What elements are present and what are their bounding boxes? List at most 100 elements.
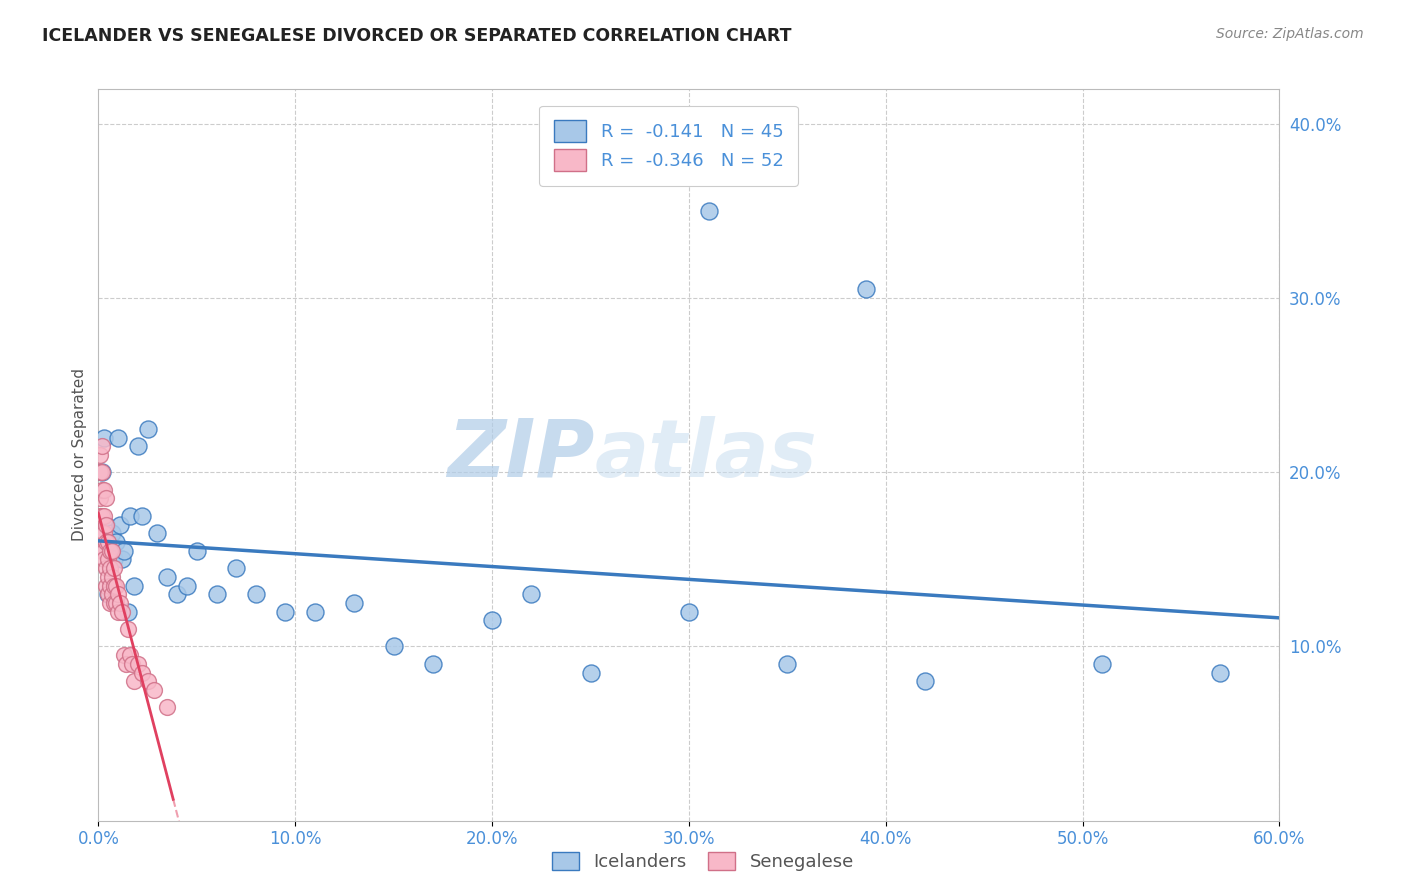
Point xyxy=(115,657,138,671)
Point xyxy=(131,508,153,523)
Point xyxy=(131,665,153,680)
Point xyxy=(186,543,208,558)
Point xyxy=(122,578,145,592)
Point xyxy=(136,674,159,689)
Point xyxy=(108,517,131,532)
Point xyxy=(107,587,129,601)
Point xyxy=(343,596,366,610)
Point xyxy=(142,683,165,698)
Point xyxy=(96,517,118,532)
Point xyxy=(97,587,120,601)
Point xyxy=(101,587,124,601)
Text: atlas: atlas xyxy=(595,416,817,494)
Point xyxy=(127,439,149,453)
Point xyxy=(89,491,111,506)
Point xyxy=(98,578,121,592)
Point xyxy=(96,578,118,592)
Point xyxy=(103,596,125,610)
Point xyxy=(108,596,131,610)
Point xyxy=(121,657,143,671)
Point xyxy=(156,570,179,584)
Point xyxy=(697,204,720,219)
Point xyxy=(91,508,114,523)
Point xyxy=(422,657,444,671)
Point xyxy=(96,561,118,575)
Text: Source: ZipAtlas.com: Source: ZipAtlas.com xyxy=(1216,27,1364,41)
Point xyxy=(93,526,115,541)
Point xyxy=(274,605,297,619)
Point xyxy=(136,422,159,436)
Point xyxy=(96,543,118,558)
Point xyxy=(122,674,145,689)
Point xyxy=(111,552,134,566)
Point xyxy=(89,448,111,462)
Point xyxy=(96,535,118,549)
Point xyxy=(776,657,799,671)
Point xyxy=(96,517,118,532)
Point xyxy=(89,466,111,480)
Y-axis label: Divorced or Separated: Divorced or Separated xyxy=(72,368,87,541)
Point xyxy=(103,552,125,566)
Point xyxy=(225,561,247,575)
Point xyxy=(146,526,169,541)
Point xyxy=(117,622,139,636)
Point xyxy=(91,466,114,480)
Point xyxy=(98,596,121,610)
Point xyxy=(1091,657,1114,671)
Point xyxy=(166,587,188,601)
Point xyxy=(98,543,121,558)
Point xyxy=(97,570,120,584)
Point xyxy=(89,526,111,541)
Point xyxy=(520,587,543,601)
Point xyxy=(93,483,115,497)
Point xyxy=(91,439,114,453)
Point xyxy=(855,283,877,297)
Point xyxy=(93,543,115,558)
Point xyxy=(117,605,139,619)
Point xyxy=(93,430,115,444)
Point xyxy=(97,535,120,549)
Text: ZIP: ZIP xyxy=(447,416,595,494)
Point xyxy=(205,587,228,601)
Point xyxy=(93,526,115,541)
Point xyxy=(96,491,118,506)
Point xyxy=(101,526,124,541)
Legend: R =  -0.141   N = 45, R =  -0.346   N = 52: R = -0.141 N = 45, R = -0.346 N = 52 xyxy=(540,105,799,186)
Point xyxy=(89,517,111,532)
Point xyxy=(481,613,503,627)
Point xyxy=(112,648,135,663)
Point xyxy=(382,640,405,654)
Point xyxy=(101,543,124,558)
Point xyxy=(112,543,135,558)
Legend: Icelanders, Senegalese: Icelanders, Senegalese xyxy=(544,845,862,879)
Point xyxy=(1209,665,1232,680)
Point xyxy=(304,605,326,619)
Point xyxy=(91,543,114,558)
Point xyxy=(105,578,128,592)
Point xyxy=(103,578,125,592)
Point xyxy=(156,700,179,714)
Point xyxy=(105,535,128,549)
Point xyxy=(89,508,111,523)
Point xyxy=(91,483,114,497)
Point xyxy=(107,430,129,444)
Point xyxy=(105,596,128,610)
Point xyxy=(678,605,700,619)
Point xyxy=(245,587,267,601)
Point xyxy=(98,543,121,558)
Point xyxy=(111,605,134,619)
Point xyxy=(91,535,114,549)
Point xyxy=(97,587,120,601)
Text: ICELANDER VS SENEGALESE DIVORCED OR SEPARATED CORRELATION CHART: ICELANDER VS SENEGALESE DIVORCED OR SEPA… xyxy=(42,27,792,45)
Point xyxy=(127,657,149,671)
Point xyxy=(91,526,114,541)
Point xyxy=(103,561,125,575)
Point xyxy=(914,674,936,689)
Point xyxy=(107,605,129,619)
Point xyxy=(93,508,115,523)
Point xyxy=(91,466,114,480)
Point xyxy=(118,508,141,523)
Point xyxy=(176,578,198,592)
Point xyxy=(98,561,121,575)
Point xyxy=(579,665,602,680)
